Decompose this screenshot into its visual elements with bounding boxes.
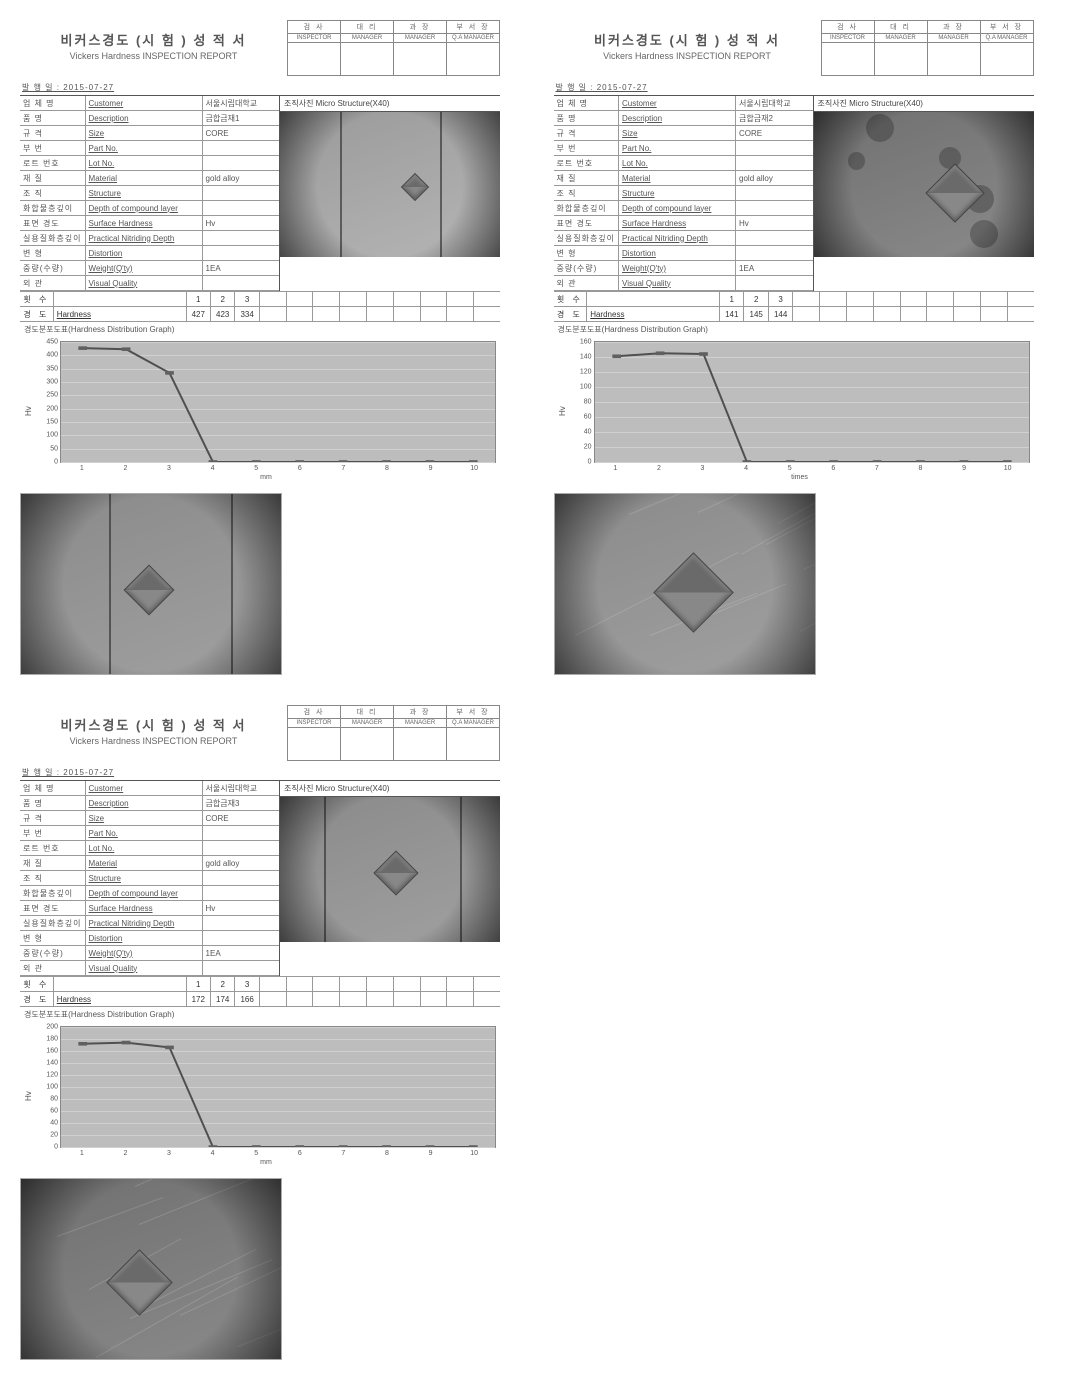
hardness-readings-table: 횟 수123경 도Hardness427423334 (20, 291, 500, 322)
report-title-kr: 비커스경도 (시 험 ) 성 적 서 (20, 30, 287, 49)
micro-structure-image-bottom (554, 493, 816, 675)
approval-table: 검 사대 리과 장부 서 장INSPECTORMANAGERMANAGERQ.A… (821, 20, 1034, 76)
approval-table: 검 사대 리과 장부 서 장INSPECTORMANAGERMANAGERQ.A… (287, 705, 500, 761)
micro-structure-image-bottom (20, 493, 282, 675)
micro-structure-image-top (814, 112, 1034, 257)
hardness-chart: Hv05010015020025030035040045012345678910… (20, 337, 500, 483)
micro-structure-header: 조직사진 Micro Structure(X40) (814, 96, 1034, 112)
hardness-readings-table: 횟 수123경 도Hardness172174166 (20, 976, 500, 1007)
issue-date: 발 행 일 : 2015-07-27 (20, 82, 500, 95)
report-title-en: Vickers Hardness INSPECTION REPORT (554, 51, 821, 61)
graph-title: 경도분포도표(Hardness Distribution Graph) (554, 322, 1034, 337)
inspection-report: 비커스경도 (시 험 ) 성 적 서 Vickers Hardness INSPE… (554, 20, 1034, 675)
inspection-report: 비커스경도 (시 험 ) 성 적 서 Vickers Hardness INSPE… (20, 705, 500, 1360)
issue-date: 발 행 일 : 2015-07-27 (20, 767, 500, 780)
report-title-en: Vickers Hardness INSPECTION REPORT (20, 736, 287, 746)
micro-structure-image-top (280, 112, 500, 257)
micro-structure-image-bottom (20, 1178, 282, 1360)
spec-table: 업 체 명Customer서울시립대학교품 명Description금합금재2규… (554, 96, 813, 291)
report-title-kr: 비커스경도 (시 험 ) 성 적 서 (20, 715, 287, 734)
graph-title: 경도분포도표(Hardness Distribution Graph) (20, 322, 500, 337)
micro-structure-image-top (280, 797, 500, 942)
micro-structure-header: 조직사진 Micro Structure(X40) (280, 96, 500, 112)
graph-title: 경도분포도표(Hardness Distribution Graph) (20, 1007, 500, 1022)
spec-table: 업 체 명Customer서울시립대학교품 명Description금합금재3규… (20, 781, 279, 976)
report-title-en: Vickers Hardness INSPECTION REPORT (20, 51, 287, 61)
approval-table: 검 사대 리과 장부 서 장INSPECTORMANAGERMANAGERQ.A… (287, 20, 500, 76)
hardness-readings-table: 횟 수123경 도Hardness141145144 (554, 291, 1034, 322)
spec-table: 업 체 명Customer서울시립대학교품 명Description금합금재1규… (20, 96, 279, 291)
hardness-chart: Hv02040608010012014016012345678910times (554, 337, 1034, 483)
hardness-chart: Hv02040608010012014016018020012345678910… (20, 1022, 500, 1168)
micro-structure-header: 조직사진 Micro Structure(X40) (280, 781, 500, 797)
issue-date: 발 행 일 : 2015-07-27 (554, 82, 1034, 95)
report-title-kr: 비커스경도 (시 험 ) 성 적 서 (554, 30, 821, 49)
inspection-report: 비커스경도 (시 험 ) 성 적 서 Vickers Hardness INSPE… (20, 20, 500, 675)
